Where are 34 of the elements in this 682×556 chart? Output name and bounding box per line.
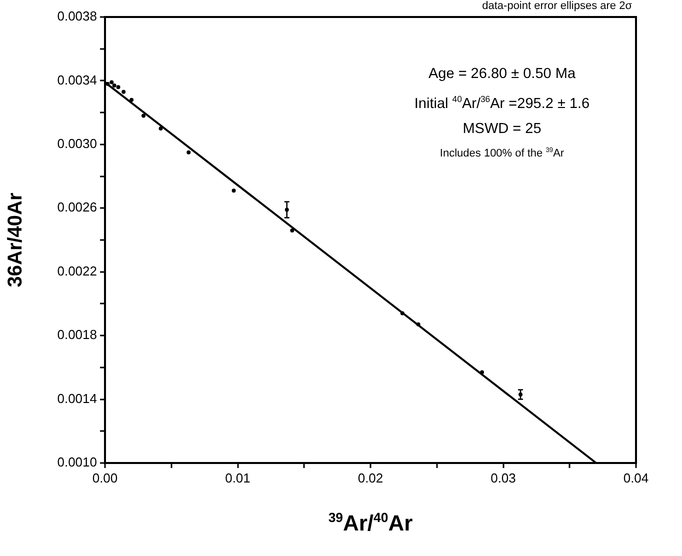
y-tick-label: 0.0038 (57, 8, 97, 24)
y-tick-label: 0.0026 (57, 200, 97, 215)
annotation: Includes 100% of the $^{39}$Ar (438, 146, 566, 162)
x-tick-label: 0.04 (623, 470, 649, 486)
annotation: Age = 26.80 ± 0.50 Ma (427, 65, 577, 84)
x-tick-label: 0.03 (490, 470, 516, 486)
text: data-point error ellipses are 2σ (482, 0, 632, 12)
y-tick-label: 0.0018 (57, 327, 97, 342)
x-tick-label: 0.01 (225, 470, 250, 486)
y-tick-label: 0.0010 (57, 454, 97, 470)
point (122, 90, 126, 94)
y-tick-label: 0.0030 (57, 136, 97, 152)
point (116, 85, 120, 90)
x-tick-label: 0.00 (92, 470, 118, 486)
y-tick-label: 0.0022 (57, 263, 97, 278)
point (232, 188, 236, 193)
y-tick-label: 0.0014 (57, 390, 97, 406)
point (158, 126, 163, 130)
annotation: MSWD = 25 (462, 120, 542, 139)
point (186, 150, 191, 154)
point (106, 82, 110, 86)
point (142, 114, 146, 118)
point (400, 311, 404, 316)
point (110, 80, 114, 84)
point (416, 322, 420, 326)
point (130, 98, 134, 102)
point (290, 228, 294, 232)
annotation: Initial $^{40}$Ar/$^{36}$Ar =295.2 ± 1.6 (413, 93, 591, 114)
point (112, 83, 116, 88)
x-axis-title: $^{39}$Ar/$^{40}$Ar (327, 510, 414, 536)
x-tick-label: 0.02 (358, 470, 384, 486)
y-tick-label: 0.0034 (57, 72, 97, 88)
point (480, 370, 484, 374)
y-axis-title: 36Ar/40Ar (4, 192, 27, 288)
